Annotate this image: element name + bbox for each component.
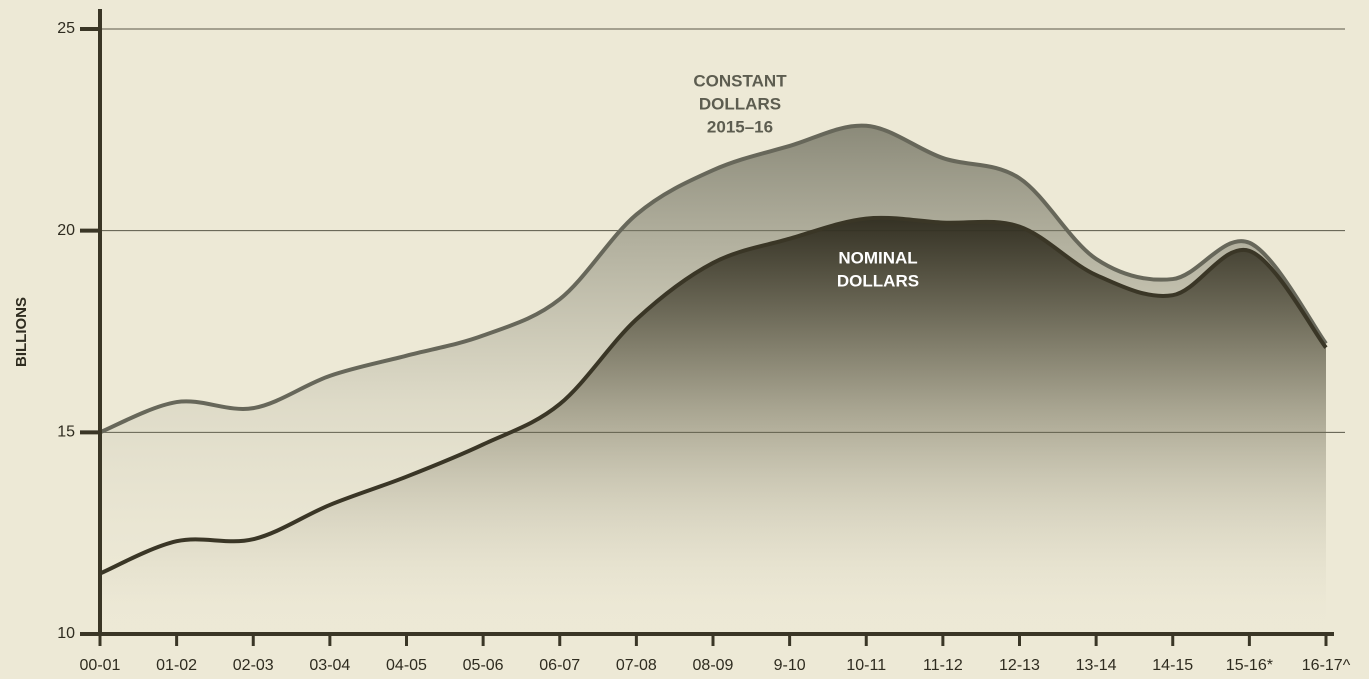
x-tick-label: 01-02 [156,657,197,674]
annotation: NOMINAL [838,248,917,267]
x-tick-label: 00-01 [80,657,121,674]
x-tick-label: 10-11 [846,657,886,674]
y-axis-label: BILLIONS [13,297,30,367]
x-tick-label: 15-16* [1226,657,1273,674]
x-tick-label: 02-03 [233,657,274,674]
series-line [99,215,1328,576]
x-tick-label: 12-13 [999,657,1040,674]
x-tick-label: 14-15 [1152,657,1193,674]
y-tick-label: 20 [57,222,75,239]
annotation: CONSTANT [693,71,787,90]
x-tick-label: 03-04 [309,657,350,674]
y-tick-label: 10 [57,625,75,642]
series-line [99,123,1328,435]
y-tick-label: 25 [57,20,75,37]
x-tick-label: 07-08 [616,657,657,674]
x-tick-label: 04-05 [386,657,427,674]
y-tick-label: 15 [57,424,75,441]
annotation: DOLLARS [699,94,781,113]
area-shadow [100,217,1326,634]
x-tick-label: 05-06 [463,657,504,674]
x-tick-label: 9-10 [774,657,806,674]
x-tick-label: 16-17^ [1302,657,1351,674]
x-tick-label: 08-09 [693,657,734,674]
x-tick-label: 11-12 [923,657,963,674]
x-tick-label: 13-14 [1076,657,1117,674]
annotation: 2015–16 [707,117,773,136]
annotation: DOLLARS [837,271,919,290]
x-tick-label: 06-07 [539,657,580,674]
